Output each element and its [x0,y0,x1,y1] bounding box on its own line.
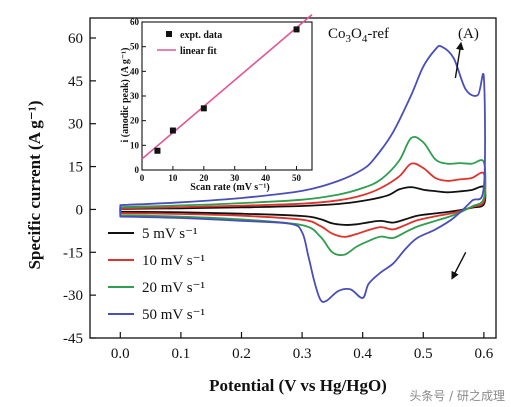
main-x-axis-title: Potential (V vs Hg/HgO) [209,376,387,395]
main-y-axis-title: Specific current (A g⁻¹) [25,100,44,269]
main-x-tick-label: 0.0 [111,346,130,362]
cv-curve-20mv [119,135,487,256]
inset-y-tick-label: 40 [130,66,140,76]
inset-y-tick-label: 60 [130,17,140,27]
main-y-tick-label: 0 [76,202,84,218]
inset-x-ticks: 0 10 20 30 40 50 [140,166,302,183]
inset-x-tick-label: 50 [292,173,302,183]
inset-y-axis-title: i (anodic peak) (A g⁻¹) [120,48,131,143]
inset-x-tick-label: 10 [168,173,178,183]
inset-legend-marker [166,31,172,37]
inset-y-tick-label: 0 [135,165,140,175]
legend-label: 10 mV s⁻¹ [142,253,205,269]
main-y-tick-label: -30 [63,288,83,304]
inset-data-point [293,26,300,33]
inset-y-tick-label: 20 [130,116,140,126]
legend-label: 50 mV s⁻¹ [142,307,205,323]
main-y-tick-label: -45 [63,331,83,347]
inset-legend: expt. data linear fit [157,30,222,57]
main-x-tick-label: 0.4 [353,346,372,362]
inset-x-tick-label: 0 [140,173,145,183]
legend-label: 5 mV s⁻¹ [142,226,197,242]
inset-data-point [169,127,176,134]
inset-x-axis-title: Scan rate (mV s⁻¹) [190,182,269,193]
inset-linear-fit [141,13,313,160]
main-plot: 0.0 0.1 0.2 0.3 0.4 0.5 0.6 -45 -30 -15 0 15 30 45 60… [25,17,497,395]
inset-x-tick-label: 40 [261,173,271,183]
main-legend: 5 mV s⁻¹ 10 mV s⁻¹ 20 mV s⁻¹ 50 mV s⁻¹ [108,226,205,323]
inset-y-tick-label: 30 [130,91,140,101]
main-plot-frame [89,17,497,339]
cv-curve-10mv [119,162,487,238]
main-y-ticks: -45 -30 -15 0 15 30 45 60 [63,31,96,347]
inset-plot-frame [141,21,313,171]
cv-curve-5mv [119,185,487,226]
main-y-tick-label: 60 [68,31,83,47]
inset-y-tick-label: 10 [130,140,140,150]
scan-direction-arrows [451,41,467,280]
main-y-tick-label: 45 [68,74,83,90]
main-y-tick-label: 15 [68,160,83,176]
legend-label: 20 mV s⁻¹ [142,280,205,296]
main-y-tick-label: 30 [68,117,83,133]
inset-legend-label: linear fit [180,46,217,57]
main-x-tick-label: 0.5 [414,346,433,362]
inset-data-point [200,105,207,112]
inset-series-group [141,13,313,160]
inset-x-tick-label: 30 [230,173,240,183]
main-y-tick-label: -15 [63,245,83,261]
inset-data-point [154,147,161,154]
main-x-tick-label: 0.6 [475,346,494,362]
inset-plot: 0 10 20 30 40 50 0 10 20 30 40 50 60 Scan rate (mV … [120,13,313,193]
panel-label: (A) [458,26,479,42]
main-x-tick-label: 0.1 [172,346,191,362]
cathodic-scan-arrow [451,251,467,280]
watermark: 头条号 / 研之成理 [409,389,505,403]
cv-curve-50mv [119,45,486,303]
inset-y-tick-label: 50 [130,42,140,52]
inset-legend-label: expt. data [180,30,222,41]
main-x-tick-label: 0.2 [232,346,251,362]
inset-x-tick-label: 20 [199,173,209,183]
main-series-group [119,45,487,303]
main-x-ticks: 0.0 0.1 0.2 0.3 0.4 0.5 0.6 [111,332,494,362]
main-x-tick-label: 0.3 [293,346,312,362]
sample-annotation: Co3O4-ref [328,26,389,45]
anodic-scan-arrow [454,41,464,79]
inset-y-ticks: 0 10 20 30 40 50 60 [130,17,146,175]
